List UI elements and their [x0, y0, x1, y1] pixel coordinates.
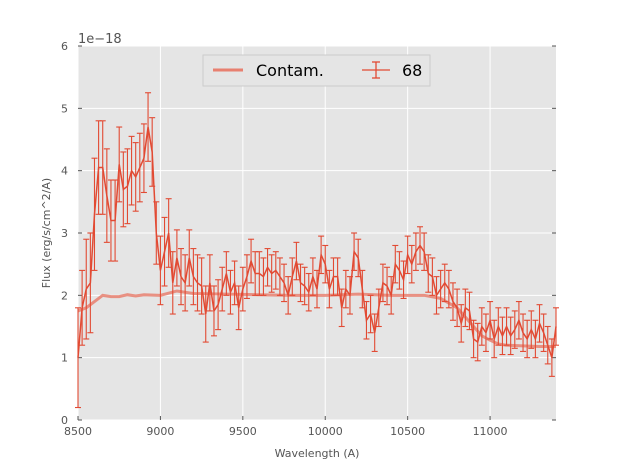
x-axis-label: Wavelength (A) — [275, 447, 360, 460]
legend-68-swatch — [362, 61, 390, 79]
y-tick-label: 2 — [61, 289, 68, 302]
legend: Contam. 68 — [202, 54, 431, 87]
y-tick-label: 1 — [61, 352, 68, 365]
y-tick-label: 5 — [61, 102, 68, 115]
y-tick-label: 3 — [61, 227, 68, 240]
x-tick-label: 10500 — [390, 425, 425, 438]
x-tick-label: 11000 — [473, 425, 508, 438]
data-line-68 — [77, 126, 557, 358]
offset-text: 1e−18 — [78, 32, 122, 47]
y-tick-label: 4 — [61, 165, 68, 178]
y-tick-label: 0 — [61, 414, 68, 427]
x-tick-label: 10000 — [308, 425, 343, 438]
x-tick-label: 8500 — [64, 425, 92, 438]
x-tick-label: 9500 — [229, 425, 257, 438]
legend-label-contam: Contam. — [256, 61, 324, 80]
x-tick-label: 9000 — [146, 425, 174, 438]
legend-label-68: 68 — [402, 61, 422, 80]
y-axis-label: Flux (erg/s/cm^2/A) — [40, 178, 53, 288]
y-tick-label: 6 — [61, 40, 68, 53]
